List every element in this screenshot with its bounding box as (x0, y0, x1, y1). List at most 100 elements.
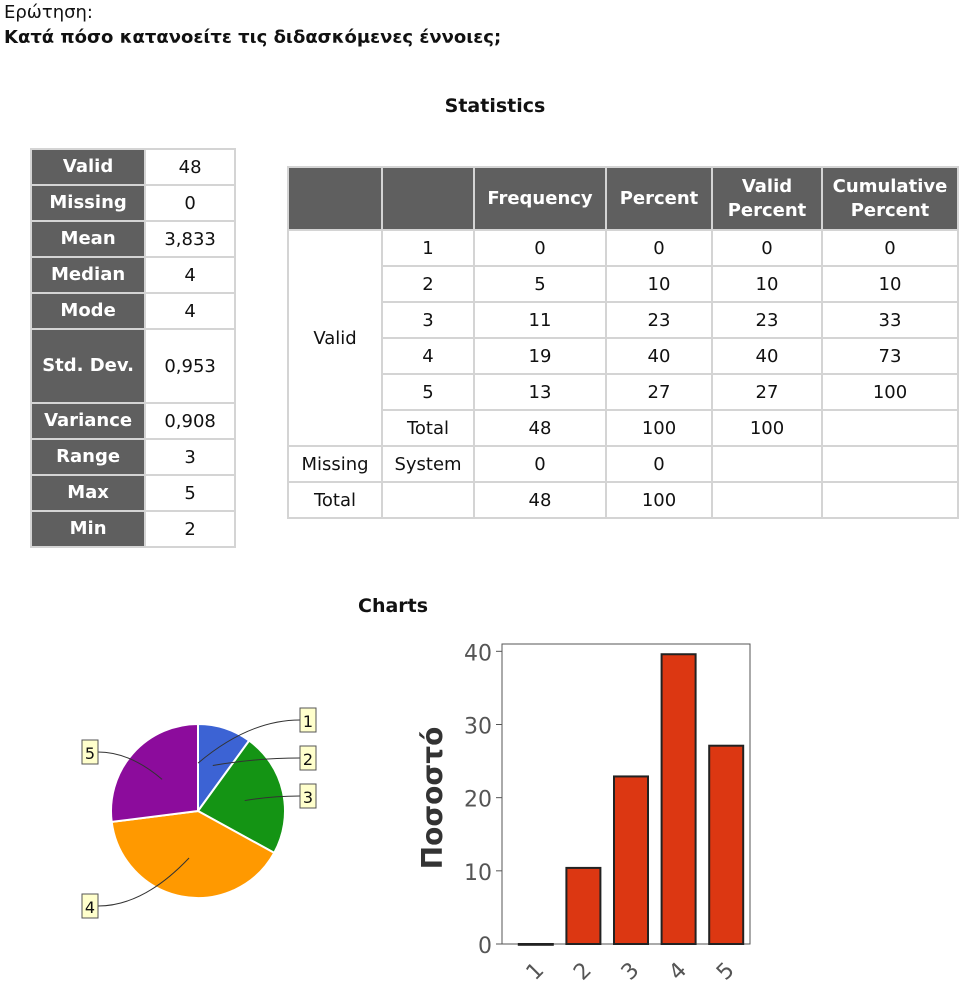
pie-label: 3 (303, 788, 313, 807)
table-cell: 40 (711, 337, 823, 375)
table-cell: 100 (711, 409, 823, 447)
pie-label: 2 (303, 750, 313, 769)
statistics-table: Valid 48 Missing 0 Mean 3,833 Median 4 Mode 4 Std.… (29, 148, 236, 548)
header-cell: Valid Percent (711, 166, 823, 231)
table-row: 2 5 10 10 10 (288, 265, 959, 303)
table-cell: 100 (821, 373, 959, 411)
pie-label-box (299, 745, 317, 771)
table-cell: 0 (605, 445, 713, 483)
table-cell: 100 (605, 481, 713, 519)
table-cell: Total (381, 409, 475, 447)
statistic-value: 2 (144, 510, 236, 548)
pie-label-box (299, 783, 317, 809)
pie-leader-line (197, 719, 301, 764)
pie-leader-line (212, 757, 301, 766)
statistics-row: Range 3 (29, 438, 236, 476)
table-cell: System (381, 445, 475, 483)
statistics-heading: Statistics (444, 95, 546, 117)
pie-label: 5 (85, 744, 95, 763)
y-tick-label: 10 (464, 861, 492, 886)
y-tick-label: 0 (478, 934, 492, 959)
table-cell: 0 (473, 445, 607, 483)
table-cell: 19 (473, 337, 607, 375)
charts-heading: Charts (358, 595, 429, 617)
table-cell (711, 481, 823, 519)
table-cell: 5 (381, 373, 475, 411)
y-tick-label: 20 (464, 788, 492, 813)
table-cell: 100 (605, 409, 713, 447)
table-cell: 27 (605, 373, 713, 411)
pie-leader-line (244, 795, 301, 802)
table-cell: 0 (821, 229, 959, 267)
pie-chart: 1 2 3 4 5 (81, 707, 317, 919)
table-cell: Total (287, 481, 383, 519)
y-axis-label: Ποσοστό (416, 727, 449, 870)
bar-4 (660, 653, 697, 946)
bar-5 (708, 744, 745, 945)
pie-label-box (81, 893, 99, 919)
statistic-label: Missing (29, 184, 147, 222)
table-cell: 10 (821, 265, 959, 303)
y-tick-label: 40 (464, 641, 492, 666)
statistics-row: Missing 0 (29, 184, 236, 222)
pie-label: 4 (85, 898, 95, 917)
header-cell (381, 166, 475, 231)
statistic-value: 3 (144, 438, 236, 476)
table-cell: 27 (711, 373, 823, 411)
bar-2 (565, 866, 602, 945)
table-cell: 0 (605, 229, 713, 267)
statistic-value: 5 (144, 474, 236, 512)
table-cell: 33 (821, 301, 959, 339)
table-cell: 48 (473, 409, 607, 447)
frequency-table: Frequency Percent Valid Percent Cumulati… (287, 166, 959, 519)
table-cell: 0 (711, 229, 823, 267)
question-text: Κατά πόσο κατανοείτε τις διδασκόμενες έν… (4, 27, 502, 48)
table-cell: 4 (381, 337, 475, 375)
table-row: Valid 1 0 0 0 0 (287, 229, 959, 447)
table-cell: Missing (287, 445, 383, 483)
table-cell: 3 (381, 301, 475, 339)
table-cell (821, 409, 959, 447)
x-tick-label: 3 (617, 958, 645, 986)
x-tick-label: 1 (522, 958, 550, 986)
table-cell: 23 (605, 301, 713, 339)
statistics-row: Max 5 (29, 474, 236, 512)
table-row: Missing System 0 0 (287, 445, 959, 483)
pie-slice-3 (196, 739, 286, 855)
table-cell: 73 (821, 337, 959, 375)
table-row: 5 13 27 27 100 (288, 373, 959, 411)
statistic-value: 0 (144, 184, 236, 222)
statistic-value: 3,833 (144, 220, 236, 258)
table-cell (821, 445, 959, 483)
table-cell (821, 481, 959, 519)
table-cell: 10 (605, 265, 713, 303)
table-cell: 11 (473, 301, 607, 339)
table-cell: 5 (473, 265, 607, 303)
pie-label-box (299, 707, 317, 733)
statistics-row: Variance 0,908 (29, 402, 236, 440)
statistics-row: Mean 3,833 (29, 220, 236, 258)
table-row: Total 48 100 (287, 481, 959, 519)
statistic-label: Std. Dev. (29, 328, 147, 404)
x-tick-label: 5 (712, 958, 740, 986)
statistic-label: Variance (29, 402, 147, 440)
row-group-label: Valid (287, 229, 383, 447)
statistic-label: Max (29, 474, 147, 512)
x-tick-label: 4 (664, 958, 692, 986)
bar-1 (517, 943, 554, 946)
table-cell: 10 (711, 265, 823, 303)
table-cell (381, 481, 475, 519)
table-row: 4 19 40 40 73 (288, 337, 959, 375)
statistic-label: Mean (29, 220, 147, 258)
statistic-value: 4 (144, 256, 236, 294)
statistic-value: 0,908 (144, 402, 236, 440)
table-cell: 0 (473, 229, 607, 267)
statistics-row: Mode 4 (29, 292, 236, 330)
statistic-label: Valid (29, 148, 147, 186)
frequency-header-row: Frequency Percent Valid Percent Cumulati… (287, 166, 959, 231)
header-cell: Percent (605, 166, 713, 231)
bar-3 (613, 775, 649, 945)
x-tick-label: 2 (569, 958, 597, 986)
table-cell: 1 (381, 229, 475, 267)
table-cell: 23 (711, 301, 823, 339)
